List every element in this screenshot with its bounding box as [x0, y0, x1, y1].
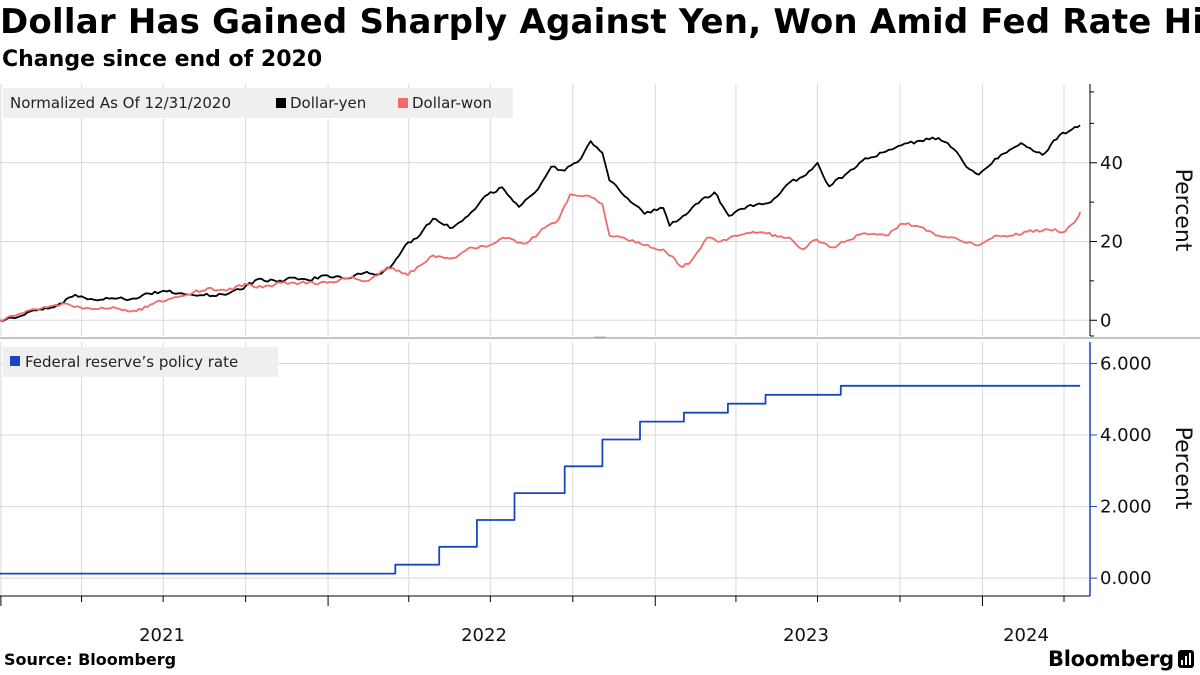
legend-swatch-dollar-yen [276, 98, 286, 108]
x-tick-label-2023: 2023 [783, 625, 829, 646]
y-tick-label: 0.000 [1100, 568, 1152, 589]
bottom-panel-series [0, 384, 1081, 575]
bottom-y-ticks: 0.000 2.000 4.000 6.000 [1090, 353, 1152, 589]
top-legend: Normalized As Of 12/31/2020 Dollar-yen D… [3, 88, 513, 118]
top-panel-series [0, 124, 1081, 322]
legend-label-dollar-yen: Dollar-yen [290, 94, 366, 112]
bottom-legend: Federal reserve’s policy rate [3, 347, 278, 377]
top-panel: 0 20 40 Percent Normalized As Of 12/31/202… [0, 84, 1195, 337]
top-y-axis-title: Percent [1170, 169, 1195, 252]
y-tick-label: 2.000 [1100, 497, 1152, 518]
top-y-ticks: 0 20 40 [1090, 91, 1123, 337]
chart-subtitle: Change since end of 2020 [2, 47, 323, 72]
series-line-federal-reserve-s-policy-rate [0, 384, 1081, 575]
legend-normalized-label: Normalized As Of 12/31/2020 [10, 94, 231, 112]
x-tick-labels: 2021 2022 2023 2024 [139, 625, 1049, 646]
chart-title: Dollar Has Gained Sharply Against Yen, W… [0, 2, 1200, 42]
legend-swatch-dollar-won [398, 98, 408, 108]
series-line-dollar-yen [0, 124, 1081, 322]
bottom-panel: 0.000 2.000 4.000 6.000 Percent Federal res… [0, 342, 1195, 596]
top-legend-box [3, 88, 513, 118]
x-tick-label-2021: 2021 [139, 625, 185, 646]
y-tick-label: 0 [1100, 310, 1111, 331]
y-tick-label: 6.000 [1100, 353, 1152, 374]
legend-label-fed-rate: Federal reserve’s policy rate [25, 353, 238, 371]
series-line-dollar-won [0, 193, 1081, 322]
y-tick-label: 20 [1100, 232, 1123, 253]
bottom-y-axis-title: Percent [1170, 427, 1195, 510]
y-tick-label: 4.000 [1100, 425, 1152, 446]
bottom-legend-box [3, 347, 278, 377]
x-tick-label-2024: 2024 [1003, 625, 1049, 646]
legend-swatch-fed-rate [10, 356, 20, 366]
top-panel-grid [0, 84, 1090, 336]
source-note: Source: Bloomberg [4, 650, 177, 669]
bottom-panel-grid [0, 342, 1090, 596]
y-tick-label: 40 [1100, 153, 1123, 174]
legend-label-dollar-won: Dollar-won [412, 94, 492, 112]
x-axis-ticks [0, 596, 1065, 606]
bloomberg-logo: Bloomberg [1048, 647, 1174, 671]
x-tick-label-2022: 2022 [461, 625, 507, 646]
bloomberg-terminal-icon [1178, 650, 1194, 668]
